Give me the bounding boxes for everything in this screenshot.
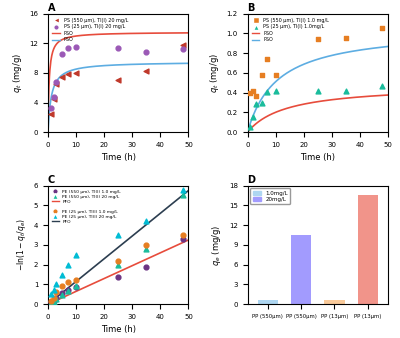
Text: B: B <box>248 3 255 13</box>
Point <box>48 292 54 297</box>
Point <box>73 252 79 258</box>
Point <box>272 72 279 77</box>
Text: D: D <box>248 175 256 185</box>
Point <box>48 298 54 304</box>
Point <box>115 46 122 51</box>
Point <box>48 300 54 306</box>
X-axis label: Time (h): Time (h) <box>101 325 136 335</box>
Point <box>115 232 122 238</box>
Point <box>343 88 349 93</box>
X-axis label: Time (h): Time (h) <box>300 153 335 163</box>
Point <box>53 290 60 295</box>
Bar <box>258 299 278 304</box>
Point <box>50 96 57 101</box>
Bar <box>291 235 311 304</box>
Point <box>143 68 150 73</box>
Point <box>73 44 79 50</box>
Point <box>53 296 60 302</box>
Point <box>264 89 270 94</box>
Point <box>143 242 150 247</box>
Point <box>48 111 54 116</box>
Point <box>73 70 79 76</box>
Point <box>379 83 386 89</box>
Point <box>115 274 122 279</box>
Point <box>64 288 71 293</box>
Point <box>50 299 57 305</box>
Point <box>50 295 57 301</box>
Point <box>250 115 256 120</box>
Point <box>73 285 79 290</box>
Point <box>50 288 57 293</box>
Point <box>59 52 65 57</box>
Point <box>314 37 321 42</box>
Point <box>64 262 71 267</box>
Text: C: C <box>48 175 55 185</box>
Point <box>115 77 122 83</box>
Legend: PS (550 μm), Tl(I) 20 mg/L, PS (25 μm), Tl(I) 20 mg/L, PSO, PSO: PS (550 μm), Tl(I) 20 mg/L, PS (25 μm), … <box>50 16 130 44</box>
Point <box>180 193 186 198</box>
Y-axis label: $q_t$ (mg/g): $q_t$ (mg/g) <box>208 53 221 93</box>
Point <box>253 102 259 107</box>
Point <box>59 293 65 298</box>
Point <box>50 298 57 304</box>
Point <box>64 72 71 77</box>
Point <box>314 88 321 93</box>
Point <box>73 284 79 289</box>
Bar <box>358 195 378 304</box>
Point <box>180 42 186 47</box>
Point <box>59 74 65 79</box>
Point <box>258 72 265 77</box>
Point <box>53 79 60 84</box>
Point <box>272 88 279 93</box>
Point <box>64 289 71 294</box>
Point <box>264 56 270 62</box>
Point <box>59 272 65 277</box>
Legend: PE (550 μm), Tl(I) 1.0 mg/L, PE (550 μm), Tl(I) 20 mg/L, PFO, , PE (25 μm), Tl(I: PE (550 μm), Tl(I) 1.0 mg/L, PE (550 μm)… <box>50 188 123 225</box>
Point <box>180 232 186 238</box>
Point <box>143 218 150 224</box>
Point <box>180 236 186 242</box>
Point <box>143 246 150 251</box>
Point <box>115 262 122 267</box>
Y-axis label: $q_e$ (mg/g): $q_e$ (mg/g) <box>210 224 223 266</box>
Point <box>48 299 54 305</box>
Point <box>258 100 265 105</box>
Text: A: A <box>48 3 56 13</box>
Point <box>143 49 150 55</box>
X-axis label: Time (h): Time (h) <box>101 153 136 163</box>
Point <box>73 278 79 283</box>
Point <box>64 280 71 285</box>
Point <box>143 264 150 269</box>
Point <box>59 284 65 289</box>
Point <box>59 291 65 296</box>
Point <box>247 90 254 95</box>
Legend: 1.0mg/L, 20mg/L: 1.0mg/L, 20mg/L <box>250 188 290 204</box>
Point <box>250 88 256 93</box>
Y-axis label: $q_t$ (mg/g): $q_t$ (mg/g) <box>11 53 24 93</box>
Point <box>115 258 122 263</box>
Point <box>180 46 186 52</box>
Point <box>180 187 186 192</box>
Y-axis label: $-\ln(1-q_t/q_e)$: $-\ln(1-q_t/q_e)$ <box>15 218 28 271</box>
Legend: PS (550 μm), Tl(I) 1.0 mg/L, PS (25 μm), Tl(I) 1.0mg/L, PSO, PSO: PS (550 μm), Tl(I) 1.0 mg/L, PS (25 μm),… <box>250 16 331 44</box>
Point <box>247 124 254 130</box>
Point <box>48 106 54 111</box>
Point <box>343 35 349 41</box>
Bar <box>324 299 344 304</box>
Point <box>50 94 57 99</box>
Point <box>53 295 60 301</box>
Point <box>53 81 60 87</box>
Point <box>64 46 71 51</box>
Point <box>253 93 259 98</box>
Point <box>53 282 60 287</box>
Point <box>379 26 386 31</box>
